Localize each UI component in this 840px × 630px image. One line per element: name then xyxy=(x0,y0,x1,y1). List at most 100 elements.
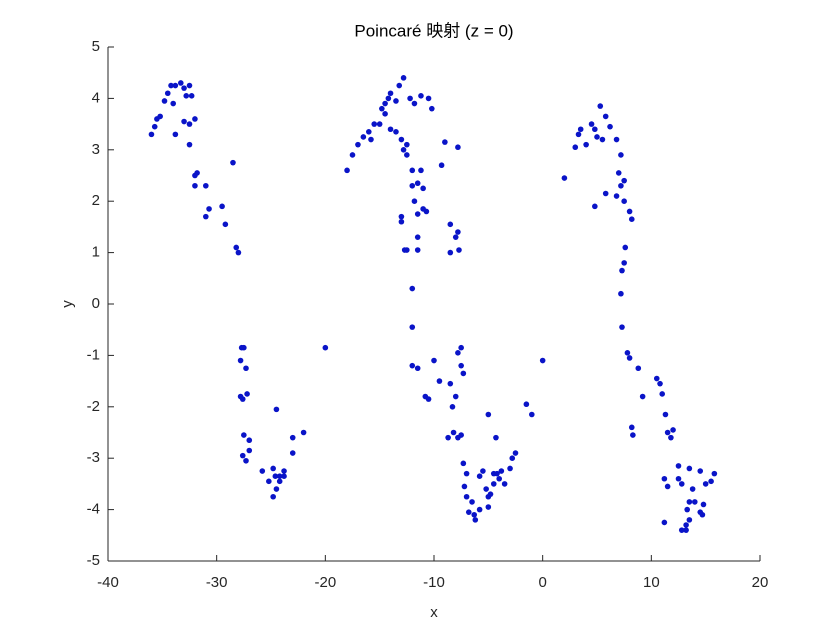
point xyxy=(686,499,693,505)
point xyxy=(322,344,329,351)
point xyxy=(449,404,456,410)
point xyxy=(465,509,472,515)
point xyxy=(602,113,609,120)
point xyxy=(244,391,250,397)
point xyxy=(186,82,193,89)
point xyxy=(594,134,600,140)
point xyxy=(509,455,516,462)
point xyxy=(561,175,568,181)
point xyxy=(624,350,631,356)
point xyxy=(349,152,356,158)
point xyxy=(270,465,276,472)
point xyxy=(241,344,247,351)
point xyxy=(151,123,158,130)
point xyxy=(382,111,388,117)
point xyxy=(664,429,671,436)
point xyxy=(472,517,479,523)
point xyxy=(483,486,489,492)
point xyxy=(657,380,663,387)
point xyxy=(463,493,470,500)
point xyxy=(170,100,176,107)
point xyxy=(445,434,451,441)
point xyxy=(699,511,706,518)
point xyxy=(664,483,671,490)
point xyxy=(455,144,461,151)
point xyxy=(577,126,584,133)
point xyxy=(678,527,685,533)
point xyxy=(588,121,595,127)
point xyxy=(485,504,492,510)
point xyxy=(592,126,598,133)
point xyxy=(423,208,430,215)
y-tick-label: 4 xyxy=(92,89,100,106)
point xyxy=(619,267,625,274)
x-tick-label: -30 xyxy=(206,574,228,591)
point xyxy=(393,129,399,135)
point xyxy=(618,152,624,158)
point xyxy=(270,493,276,500)
point xyxy=(246,447,253,454)
point xyxy=(409,362,416,369)
point xyxy=(360,134,367,140)
point xyxy=(404,152,410,158)
point xyxy=(266,478,272,485)
point xyxy=(597,103,604,109)
point xyxy=(398,136,405,143)
point xyxy=(414,247,421,253)
point xyxy=(148,131,155,138)
y-tick-label: 5 xyxy=(92,38,100,55)
point xyxy=(409,167,416,174)
point xyxy=(702,481,709,487)
point xyxy=(628,216,635,222)
point xyxy=(471,511,478,518)
point xyxy=(626,355,633,361)
point xyxy=(675,463,682,469)
point xyxy=(300,429,307,436)
y-tick-label: -5 xyxy=(87,552,100,569)
point xyxy=(447,249,454,256)
point xyxy=(490,470,497,477)
point xyxy=(621,260,627,266)
point xyxy=(387,126,394,133)
point xyxy=(409,324,416,330)
point xyxy=(501,481,508,487)
point xyxy=(425,396,432,402)
point xyxy=(273,406,280,413)
x-tick-label: -10 xyxy=(423,574,445,591)
point xyxy=(613,136,620,143)
point xyxy=(498,468,505,474)
point xyxy=(686,517,693,523)
point xyxy=(675,475,682,482)
point xyxy=(496,475,503,482)
point xyxy=(455,350,461,356)
point xyxy=(418,167,424,174)
point xyxy=(194,170,200,176)
point xyxy=(186,121,193,127)
point xyxy=(429,105,435,112)
point xyxy=(188,93,195,99)
x-tick-label: -40 xyxy=(97,574,119,591)
point xyxy=(368,136,374,143)
point xyxy=(487,491,494,497)
point xyxy=(490,481,497,487)
point xyxy=(686,465,693,472)
point xyxy=(239,452,246,459)
point xyxy=(222,221,229,228)
point xyxy=(476,473,483,479)
point xyxy=(168,82,174,89)
point xyxy=(523,401,530,408)
point xyxy=(414,211,421,217)
point xyxy=(235,249,242,256)
point xyxy=(366,129,372,135)
point xyxy=(512,450,519,456)
point xyxy=(480,468,486,474)
point xyxy=(376,121,383,127)
point xyxy=(203,213,209,220)
point xyxy=(181,85,187,91)
point xyxy=(400,147,407,153)
point xyxy=(683,522,689,528)
point xyxy=(411,198,418,204)
point xyxy=(233,244,240,251)
y-tick-label: -4 xyxy=(87,501,100,518)
